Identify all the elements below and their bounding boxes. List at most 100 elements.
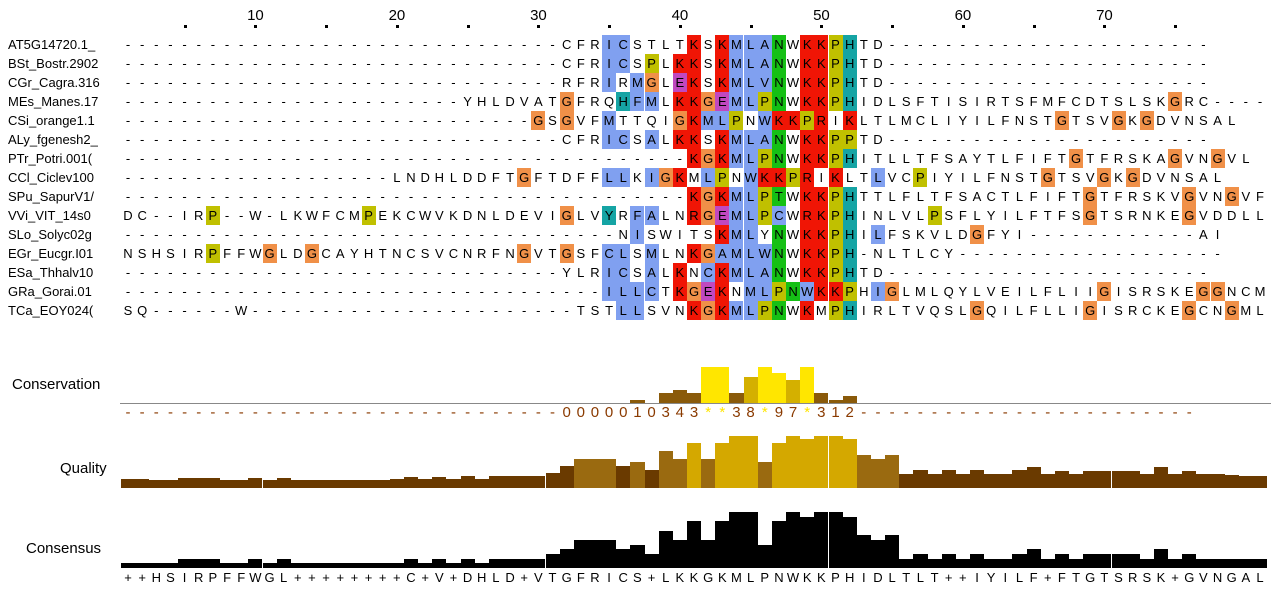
- sequence-row[interactable]: BSt_Bostr.2902- - - - - - - - - - - - - - - - - - - - - - - - - -…: [0, 54, 1271, 73]
- sequence-name[interactable]: MEs_Manes.17: [8, 94, 99, 109]
- residue: -: [1144, 75, 1149, 90]
- consensus-residue: +: [336, 570, 345, 585]
- residue: K: [814, 54, 829, 73]
- residue: N: [1226, 284, 1237, 299]
- sequence-row[interactable]: PTr_Potri.001(- - - - - - - - - - - - - - - - - - - - - - - - - -…: [0, 149, 1271, 168]
- residue: -: [323, 265, 329, 280]
- residue: -: [1017, 246, 1022, 261]
- sequence-name[interactable]: PTr_Potri.001(: [8, 151, 93, 166]
- sequence-row[interactable]: TCa_EOY024(S Q - - - - - - W - - - - - - - - - - - - - - - - - - - -…: [0, 301, 1271, 320]
- residue: -: [437, 94, 442, 109]
- sequence-name[interactable]: AT5G14720.1_: [8, 37, 96, 52]
- residue: -: [168, 56, 173, 71]
- consensus-bar: [998, 558, 1013, 568]
- sequence-name[interactable]: GRa_Gorai.01: [8, 284, 92, 299]
- consensus-residue: L: [280, 570, 288, 585]
- residue: T: [902, 246, 911, 261]
- residue: -: [1088, 265, 1093, 280]
- residue: K: [814, 35, 829, 54]
- quality-bar: [1224, 475, 1239, 488]
- residue: I: [1088, 284, 1092, 299]
- consensus-residue: S: [1114, 570, 1123, 585]
- sequence-name[interactable]: ESa_Thhalv10: [8, 265, 94, 280]
- residue: -: [408, 94, 414, 109]
- sequence-row[interactable]: AT5G14720.1_ - - - - - - - - - - - - - - - - - - - - - - - - - - - -…: [0, 35, 1271, 54]
- residue: -: [182, 37, 187, 52]
- residue: G: [1139, 111, 1154, 130]
- quality-bar: [1026, 467, 1041, 488]
- residue: -: [224, 303, 230, 318]
- residue: C: [616, 54, 631, 73]
- sequence-row[interactable]: GRa_Gorai.01- - - - - - - - - - - - - - - - - - - - - - - - - - - -…: [0, 282, 1271, 301]
- residue: K: [1170, 284, 1180, 299]
- sequence-name[interactable]: SLo_Solyc02g: [8, 227, 92, 242]
- residue: -: [536, 303, 541, 318]
- conservation-score: -: [139, 404, 145, 421]
- residue: -: [1059, 246, 1065, 261]
- residue: -: [239, 265, 244, 280]
- residue: K: [687, 187, 701, 206]
- residue: H: [859, 284, 869, 299]
- sequence-row[interactable]: SPu_SapurV1/- - - - - - - - - - - - - - - - - - - - - - - - - - - -…: [0, 187, 1271, 206]
- sequence-name[interactable]: ALy_fgenesh2_: [8, 132, 98, 147]
- residue: L: [945, 227, 953, 242]
- residue: A: [1156, 151, 1166, 166]
- consensus-bar: [1168, 558, 1183, 568]
- residue: -: [295, 94, 300, 109]
- sequence-row[interactable]: EGr_Eucgr.I01 N S H S I R P F F W G L D G C A Y H T N C S V C N R F…: [0, 244, 1271, 263]
- sequence-row[interactable]: VVi_VIT_14s0 D C - - I R P - - W - L K W F C M P E K C W V K D N L D…: [0, 206, 1271, 225]
- quality-bar: [885, 454, 900, 488]
- residue: -: [239, 132, 244, 147]
- sequence-name[interactable]: CCl_Ciclev100: [8, 170, 94, 185]
- residue: -: [1059, 265, 1065, 280]
- sequence-row[interactable]: CGr_Cagra.316- - - - - - - - - - - - - - - - - - - - - - - - - - -…: [0, 73, 1271, 92]
- sequence-name[interactable]: CGr_Cagra.316: [8, 75, 100, 90]
- sequence-row[interactable]: MEs_Manes.17- - - - - - - - - - - - - - - - - - - - - - - - Y H L D…: [0, 92, 1271, 111]
- sequence-row[interactable]: CCl_Ciclev100- - - - - - - - - - - - - - - - - - - L N D H L D D F…: [0, 168, 1271, 187]
- residue: F: [223, 246, 232, 261]
- sequence-row[interactable]: SLo_Solyc02g - - - - - - - - - - - - - - - - - - - - - - - - - - - -…: [0, 225, 1271, 244]
- residue: L: [888, 208, 896, 223]
- conservation-score: 0: [619, 404, 628, 421]
- residue: -: [493, 56, 499, 71]
- residue: -: [974, 265, 980, 280]
- sequence-row[interactable]: ESa_Thhalv10- - - - - - - - - - - - - - - - - - - - - - - - - - - -…: [0, 263, 1271, 282]
- residue: F: [958, 208, 967, 223]
- quality-bar: [135, 479, 150, 488]
- consensus-residue: S: [1142, 570, 1152, 585]
- residue: D: [123, 208, 133, 223]
- consensus-bar: [205, 558, 221, 568]
- residue: A: [757, 130, 772, 149]
- residue: -: [281, 94, 286, 109]
- residue: F: [237, 246, 246, 261]
- consensus-bar: [757, 544, 772, 568]
- sequence-row[interactable]: ALy_fgenesh2_ - - - - - - - - - - - - - - - - - - - - - - - - - - -…: [0, 130, 1271, 149]
- consensus-bar: [545, 554, 560, 568]
- sequence-name[interactable]: EGr_Eucgr.I01: [8, 246, 94, 261]
- consensus-bar: [361, 563, 376, 568]
- conservation-score: -: [946, 404, 952, 421]
- residue: -: [536, 75, 541, 90]
- residue: -: [578, 284, 583, 299]
- residue: -: [451, 132, 456, 147]
- sequence-name[interactable]: SPu_SapurV1/: [8, 189, 95, 204]
- residue: F: [576, 56, 585, 71]
- quality-bar: [899, 473, 914, 488]
- residue: C: [616, 263, 631, 282]
- residue: W: [786, 56, 800, 71]
- consensus-bar: [1012, 554, 1027, 568]
- sequence-name[interactable]: VVi_VIT_14s0: [8, 208, 91, 223]
- residue: L: [902, 151, 910, 166]
- sequence-name[interactable]: TCa_EOY024(: [8, 303, 94, 318]
- residue: M: [729, 263, 744, 282]
- conservation-bar: [800, 366, 815, 403]
- sequence-name[interactable]: CSi_orange1.1: [8, 113, 95, 128]
- sequence-name[interactable]: BSt_Bostr.2902: [8, 56, 99, 71]
- residue: L: [743, 244, 758, 263]
- residue: A: [644, 206, 659, 225]
- sequence-row[interactable]: CSi_orange1.1- - - - - - - - - - - - - - - - - - - - - - - - - - -…: [0, 111, 1271, 130]
- residue: D: [505, 208, 515, 223]
- residue: -: [125, 284, 131, 299]
- residue: D: [873, 265, 883, 280]
- residue: N: [1000, 170, 1010, 185]
